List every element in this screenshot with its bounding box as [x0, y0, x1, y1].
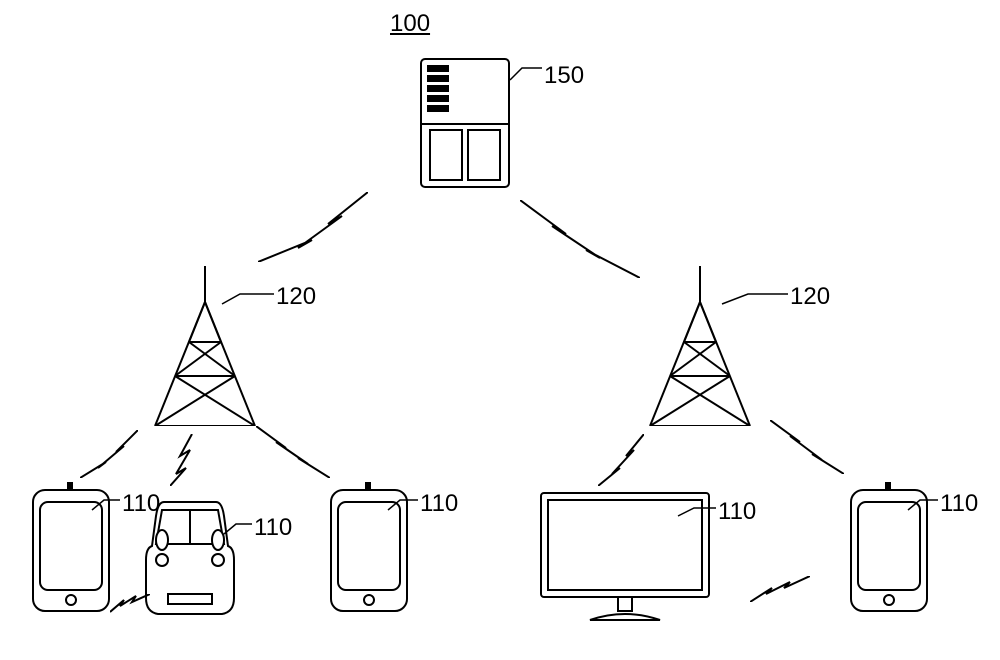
label-tower-l: 120 [276, 283, 316, 311]
label-phone-1: 110 [122, 490, 160, 518]
label-monitor: 110 [718, 498, 756, 526]
lead-lines [0, 0, 1000, 660]
label-car: 110 [254, 514, 292, 542]
label-phone-3: 110 [940, 490, 978, 518]
label-tower-r: 120 [790, 283, 830, 311]
diagram-canvas: 100 [0, 0, 1000, 660]
label-phone-2: 110 [420, 490, 458, 518]
label-server: 150 [544, 62, 584, 90]
